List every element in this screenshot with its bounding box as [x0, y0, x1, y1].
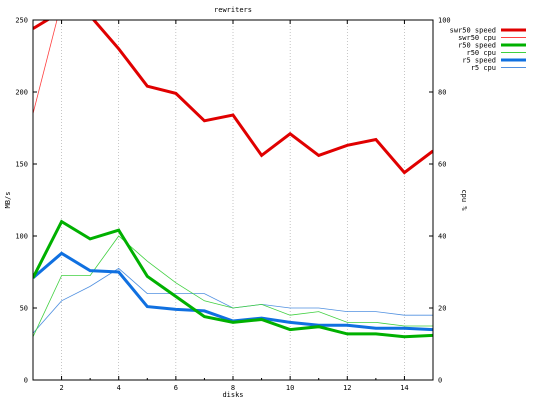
legend-label: swr50 speed — [450, 27, 496, 35]
x-tick-label: 14 — [400, 384, 408, 392]
legend-label: swr50 cpu — [458, 34, 496, 42]
y-axis-label: MB/s — [4, 192, 12, 209]
ticks-layer: 2 4 6 8 10 12 14 0 50 100 150 200 250 0 20 40 60 80 100 — [15, 17, 450, 393]
series-line-r50-speed — [33, 219, 433, 339]
y2-axis-label: cpu % — [460, 189, 468, 211]
y2-tick-label: 0 — [438, 377, 442, 385]
y-tick-label: 150 — [15, 161, 28, 169]
legend-label: r5 cpu — [471, 64, 496, 72]
legend-label: r5 speed — [462, 57, 496, 65]
series-line-r5-speed — [33, 251, 433, 332]
y2-tick-label: 60 — [438, 161, 446, 169]
y-tick-label: 100 — [15, 233, 28, 241]
x-tick-label: 10 — [286, 384, 294, 392]
chart-title: rewriters — [214, 6, 252, 14]
x-tick-label: 12 — [343, 384, 351, 392]
y2-tick-label: 20 — [438, 305, 446, 313]
y2-tick-label: 40 — [438, 233, 446, 241]
y-tick-label: 50 — [20, 305, 28, 313]
grid-layer — [61, 20, 405, 380]
x-tick-label: 8 — [231, 384, 235, 392]
legend-label: r50 speed — [458, 42, 496, 50]
y-tick-label: 0 — [24, 377, 28, 385]
y2-tick-label: 80 — [438, 89, 446, 97]
y-tick-label: 250 — [15, 17, 28, 25]
series-line-swr50-cpu — [33, 20, 58, 114]
y-tick-label: 200 — [15, 89, 28, 97]
series-layer — [33, 20, 433, 339]
x-tick-label: 4 — [117, 384, 121, 392]
y2-tick-label: 100 — [438, 17, 451, 25]
series-line-swr50-speed — [33, 20, 433, 175]
x-tick-label: 6 — [174, 384, 178, 392]
series-line-r50-cpu — [33, 235, 433, 337]
x-axis-label: disks — [222, 391, 243, 399]
legend-label: r50 cpu — [466, 49, 496, 57]
x-tick-label: 2 — [59, 384, 63, 392]
